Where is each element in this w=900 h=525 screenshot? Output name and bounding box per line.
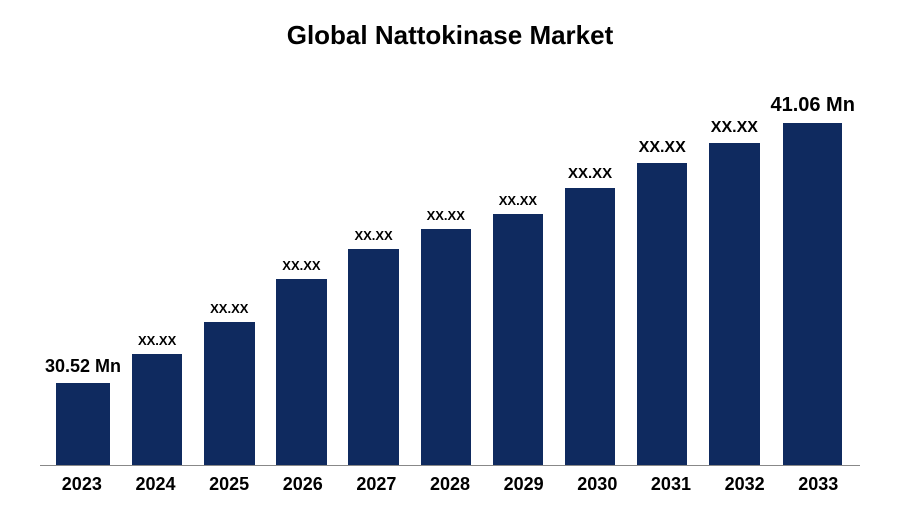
bar-group: XX.XX	[554, 71, 626, 465]
x-axis-tick: 2025	[192, 474, 266, 495]
bar-group: XX.XX	[265, 71, 337, 465]
bar-group: XX.XX	[482, 71, 554, 465]
bar-value-label: 30.52 Mn	[45, 356, 121, 377]
x-axis: 2023202420252026202720282029203020312032…	[40, 466, 860, 495]
x-axis-tick: 2029	[487, 474, 561, 495]
bar	[493, 214, 544, 465]
bar-value-label: XX.XX	[639, 139, 686, 157]
bar-value-label: XX.XX	[568, 165, 612, 182]
bar	[132, 354, 183, 465]
bar	[783, 123, 842, 465]
bar	[637, 163, 688, 465]
bar-value-label: XX.XX	[282, 258, 320, 273]
bar-group: XX.XX	[698, 71, 770, 465]
x-axis-tick: 2033	[781, 474, 855, 495]
bar	[348, 249, 399, 465]
x-axis-tick: 2024	[119, 474, 193, 495]
bar-group: 41.06 Mn	[770, 71, 854, 465]
bar-group: XX.XX	[338, 71, 410, 465]
bar	[421, 229, 472, 465]
bar	[709, 143, 760, 465]
bar-group: XX.XX	[626, 71, 698, 465]
bar-value-label: XX.XX	[427, 208, 465, 223]
bar-value-label: XX.XX	[499, 193, 537, 208]
bar-group: XX.XX	[193, 71, 265, 465]
bar	[56, 383, 109, 465]
bar-value-label: XX.XX	[354, 228, 392, 243]
bar-group: XX.XX	[410, 71, 482, 465]
x-axis-tick: 2030	[560, 474, 634, 495]
bar-group: 30.52 Mn	[45, 71, 121, 465]
bar-value-label: XX.XX	[138, 333, 176, 348]
x-axis-tick: 2027	[340, 474, 414, 495]
bar	[565, 188, 616, 465]
x-axis-tick: 2028	[413, 474, 487, 495]
x-axis-tick: 2026	[266, 474, 340, 495]
bar	[204, 322, 255, 465]
bar-group: XX.XX	[121, 71, 193, 465]
plot-area: 30.52 Mn XX.XX XX.XX XX.XX XX.XX XX.XX XX.XX XX…	[40, 71, 860, 466]
chart-title: Global Nattokinase Market	[40, 20, 860, 51]
bar-value-label: XX.XX	[711, 119, 758, 137]
bar	[276, 279, 327, 465]
bar-value-label: XX.XX	[210, 301, 248, 316]
chart-container: Global Nattokinase Market 30.52 Mn XX.XX X…	[0, 0, 900, 525]
x-axis-tick: 2031	[634, 474, 708, 495]
bar-value-label: 41.06 Mn	[770, 94, 854, 117]
x-axis-tick: 2023	[45, 474, 119, 495]
x-axis-tick: 2032	[708, 474, 782, 495]
